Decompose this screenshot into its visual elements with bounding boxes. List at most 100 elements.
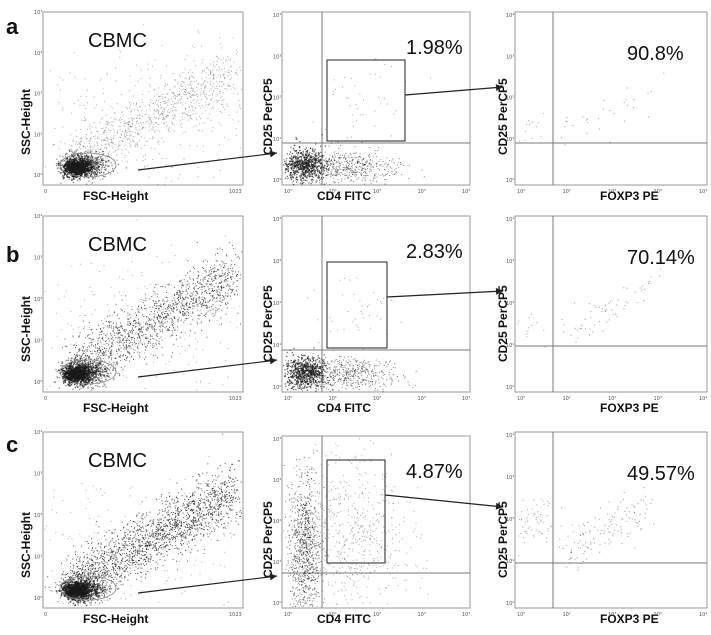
y-tick-label: 10⁴ xyxy=(506,13,514,19)
x-tick-label: 10⁴ xyxy=(699,612,707,618)
y-tick-label: 10⁰ xyxy=(506,385,514,391)
x-tick-label: 0 xyxy=(44,189,47,195)
y-tick-label: 10² xyxy=(34,513,42,519)
x-axis-label: FSC-Height xyxy=(83,612,148,626)
x-tick-label: 10⁰ xyxy=(517,612,525,618)
x-tick-label: 10⁴ xyxy=(462,612,470,618)
x-tick-label: 10¹ xyxy=(329,396,337,402)
gate-arrow xyxy=(404,84,504,96)
treg-gate xyxy=(326,261,388,349)
y-tick-label: 10¹ xyxy=(273,343,281,349)
y-tick-label: 10² xyxy=(273,301,281,307)
y-tick-label: 10⁴ xyxy=(506,433,514,439)
quadrant-percentage: 49.57% xyxy=(627,463,695,485)
y-axis-label: SSC-Height xyxy=(19,89,33,155)
lymphocyte-gate xyxy=(59,359,117,385)
x-tick-label: 10² xyxy=(373,189,381,195)
x-tick-label: 10⁴ xyxy=(699,189,707,195)
y-tick-label: 10⁰ xyxy=(273,385,281,391)
x-tick-label: 10² xyxy=(608,396,616,402)
x-tick-label: 10¹ xyxy=(563,612,571,618)
y-tick-label: 10³ xyxy=(34,51,42,57)
y-tick-label: 10¹ xyxy=(273,560,281,566)
scatter-band xyxy=(56,433,242,607)
cd4-cd25-plot xyxy=(281,435,471,609)
y-tick-label: 10⁴ xyxy=(273,437,281,443)
cd25-high-events xyxy=(308,474,419,595)
x-axis-label: FSC-Height xyxy=(83,401,148,415)
gate-arrow xyxy=(386,287,504,298)
x-tick-label: 10⁰ xyxy=(517,189,525,195)
treg-gate xyxy=(326,459,386,564)
sparse-events xyxy=(44,456,242,606)
y-axis-label: CD25 PerCP5 xyxy=(496,285,510,362)
foxp3-negative-events xyxy=(517,313,546,348)
sparse-events xyxy=(45,23,242,185)
lymphocyte-gate xyxy=(59,152,117,178)
y-tick-label: 10⁴ xyxy=(273,13,281,19)
y-tick-label: 10² xyxy=(34,92,42,98)
foxp3-negative-events xyxy=(518,498,573,557)
cd4-positive-population xyxy=(283,141,425,185)
x-tick-label: 10³ xyxy=(654,396,662,402)
cd4-positive-population xyxy=(285,353,417,392)
quadrant-percentage: 70.14% xyxy=(627,247,695,269)
x-tick-label: 10³ xyxy=(654,189,662,195)
x-axis-label: FSC-Height xyxy=(83,189,148,203)
y-tick-label: 10² xyxy=(273,96,281,102)
y-tick-label: 10³ xyxy=(506,259,514,265)
foxp3-positive-events xyxy=(561,268,662,343)
cd4-negative-population xyxy=(283,449,328,608)
x-tick-label: 10³ xyxy=(418,612,426,618)
y-axis-label: CD25 PerCP5 xyxy=(261,78,275,155)
x-tick-label: 10⁰ xyxy=(517,396,525,402)
y-tick-label: 10³ xyxy=(273,259,281,265)
x-axis-label: FOXP3 PE xyxy=(600,612,659,626)
y-axis-label: CD25 PerCP5 xyxy=(496,501,510,578)
y-tick-label: 10⁰ xyxy=(273,601,281,607)
y-tick-label: 10³ xyxy=(34,256,42,262)
gate-arrow xyxy=(137,357,278,378)
x-tick-label: 0 xyxy=(44,612,47,618)
y-tick-label: 10⁰ xyxy=(34,380,42,386)
lymphocyte-gate xyxy=(59,575,117,601)
fsc-ssc-plot: CBMC xyxy=(42,11,244,186)
y-tick-label: 10⁰ xyxy=(34,173,42,179)
panel-letter: b xyxy=(6,242,19,267)
sample-label: CBMC xyxy=(88,234,147,256)
x-tick-label: 10⁰ xyxy=(284,189,292,195)
y-tick-label: 10² xyxy=(506,96,514,102)
foxp3-cd25-plot xyxy=(514,215,708,393)
panel-b: b CBMC FSC-Height SSC-Height 0 1023 10⁰ 10¹ 10² 1… xyxy=(6,214,708,415)
x-axis-label: CD4 FITC xyxy=(317,189,371,203)
y-tick-label: 10² xyxy=(34,297,42,303)
foxp3-cd25-plot xyxy=(514,11,708,186)
y-tick-label: 10⁰ xyxy=(506,601,514,607)
x-tick-label: 10² xyxy=(373,612,381,618)
scatter-band xyxy=(61,242,243,388)
gate-percentage: 2.83% xyxy=(406,241,463,263)
y-tick-label: 10⁴ xyxy=(273,217,281,223)
y-tick-label: 10⁰ xyxy=(506,178,514,184)
y-tick-label: 10³ xyxy=(273,54,281,60)
panel-a: a CBMC FSC-Height SSC-Height 0 1023 10⁰ 10¹ 10² 1… xyxy=(6,10,708,203)
x-tick-label: 10² xyxy=(373,396,381,402)
gate-percentage: 1.98% xyxy=(406,37,463,59)
gate-arrow xyxy=(384,494,504,510)
y-tick-label: 10¹ xyxy=(506,343,514,349)
y-tick-label: 10¹ xyxy=(34,339,42,345)
y-axis-label: CD25 PerCP5 xyxy=(261,501,275,578)
x-tick-label: 10³ xyxy=(418,189,426,195)
y-tick-label: 10³ xyxy=(273,478,281,484)
x-axis-label: CD4 FITC xyxy=(317,612,371,626)
foxp3-negative-events xyxy=(519,113,545,142)
foxp3-positive-events xyxy=(558,487,654,571)
x-tick-label: 10¹ xyxy=(563,396,571,402)
x-tick-label: 10² xyxy=(608,189,616,195)
y-tick-label: 10¹ xyxy=(34,555,42,561)
x-tick-label: 10¹ xyxy=(329,189,337,195)
gate-arrow xyxy=(137,150,278,171)
x-tick-label: 10¹ xyxy=(329,612,337,618)
panel-letter: a xyxy=(6,14,19,39)
